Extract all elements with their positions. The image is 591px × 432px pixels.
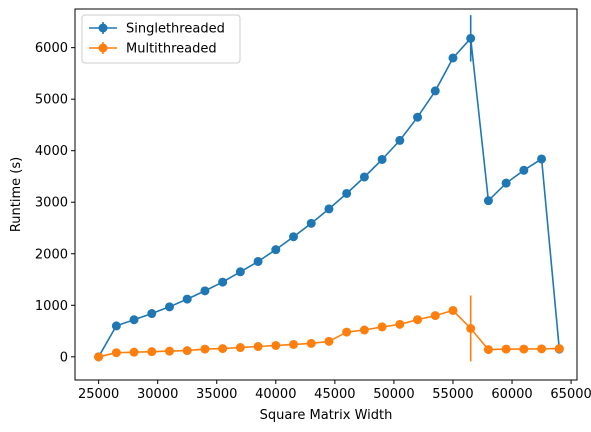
data-point xyxy=(165,302,174,311)
data-point xyxy=(307,339,316,348)
data-point xyxy=(448,306,457,315)
y-axis-label: Runtime (s) xyxy=(9,157,24,232)
x-tick-label: 30000 xyxy=(137,387,178,402)
data-point xyxy=(289,232,298,241)
data-point xyxy=(112,348,121,357)
x-tick-label: 65000 xyxy=(550,387,591,402)
data-point xyxy=(183,295,192,304)
data-point xyxy=(360,172,369,181)
data-point xyxy=(519,345,528,354)
x-tick-label: 35000 xyxy=(196,387,237,402)
x-tick-label: 45000 xyxy=(314,387,355,402)
data-point xyxy=(324,204,333,213)
data-point xyxy=(413,113,422,122)
data-point xyxy=(431,311,440,320)
data-point xyxy=(147,309,156,318)
plot-area xyxy=(94,15,564,361)
data-point xyxy=(200,345,209,354)
data-point xyxy=(236,343,245,352)
series-multithreaded xyxy=(94,295,564,361)
legend-marker-singlethreaded xyxy=(99,24,108,33)
data-point xyxy=(466,324,475,333)
data-point xyxy=(448,53,457,62)
data-point xyxy=(378,155,387,164)
data-point xyxy=(466,34,475,43)
data-point xyxy=(537,154,546,163)
data-point xyxy=(271,245,280,254)
data-point xyxy=(218,278,227,287)
legend-label-multithreaded: Multithreaded xyxy=(126,42,217,57)
data-point xyxy=(395,320,404,329)
data-point xyxy=(378,322,387,331)
data-point xyxy=(271,341,280,350)
data-point xyxy=(218,344,227,353)
data-point xyxy=(484,196,493,205)
y-tick-label: 2000 xyxy=(35,247,68,262)
data-point xyxy=(236,267,245,276)
x-tick-label: 60000 xyxy=(491,387,532,402)
data-point xyxy=(342,189,351,198)
data-point xyxy=(147,347,156,356)
y-axis-ticks: 0 1000 2000 3000 4000 5000 6000 xyxy=(35,41,75,365)
x-axis-ticks: 25000 30000 35000 40000 45000 50000 55000 60000… xyxy=(78,380,591,402)
data-point xyxy=(555,344,564,353)
data-point xyxy=(94,352,103,361)
legend: Singlethreaded Multithreaded xyxy=(82,15,240,63)
data-point xyxy=(200,286,209,295)
data-point xyxy=(254,342,263,351)
data-point xyxy=(289,340,298,349)
y-tick-label: 4000 xyxy=(35,144,68,159)
x-axis-label: Square Matrix Width xyxy=(260,408,393,423)
data-point xyxy=(537,344,546,353)
data-point xyxy=(360,326,369,335)
legend-marker-multithreaded xyxy=(99,44,108,53)
legend-label-singlethreaded: Singlethreaded xyxy=(126,22,225,37)
data-point xyxy=(502,179,511,188)
data-point xyxy=(112,321,121,330)
data-point xyxy=(342,328,351,337)
data-point xyxy=(519,166,528,175)
x-tick-label: 55000 xyxy=(432,387,473,402)
data-point xyxy=(324,337,333,346)
x-tick-label: 50000 xyxy=(373,387,414,402)
data-point xyxy=(431,86,440,95)
y-tick-label: 6000 xyxy=(35,41,68,56)
y-tick-label: 5000 xyxy=(35,93,68,108)
data-point xyxy=(502,345,511,354)
data-point xyxy=(130,348,139,357)
data-point xyxy=(165,347,174,356)
y-tick-label: 3000 xyxy=(35,196,68,211)
data-point xyxy=(395,136,404,145)
data-point xyxy=(307,219,316,228)
data-point xyxy=(484,345,493,354)
y-tick-label: 0 xyxy=(60,350,68,365)
x-tick-label: 25000 xyxy=(78,387,119,402)
data-point xyxy=(413,315,422,324)
data-point xyxy=(254,257,263,266)
axes-frame xyxy=(75,9,577,380)
series-singlethreaded xyxy=(94,15,564,361)
data-point xyxy=(130,315,139,324)
x-tick-label: 40000 xyxy=(255,387,296,402)
y-tick-label: 1000 xyxy=(35,299,68,314)
data-point xyxy=(183,346,192,355)
